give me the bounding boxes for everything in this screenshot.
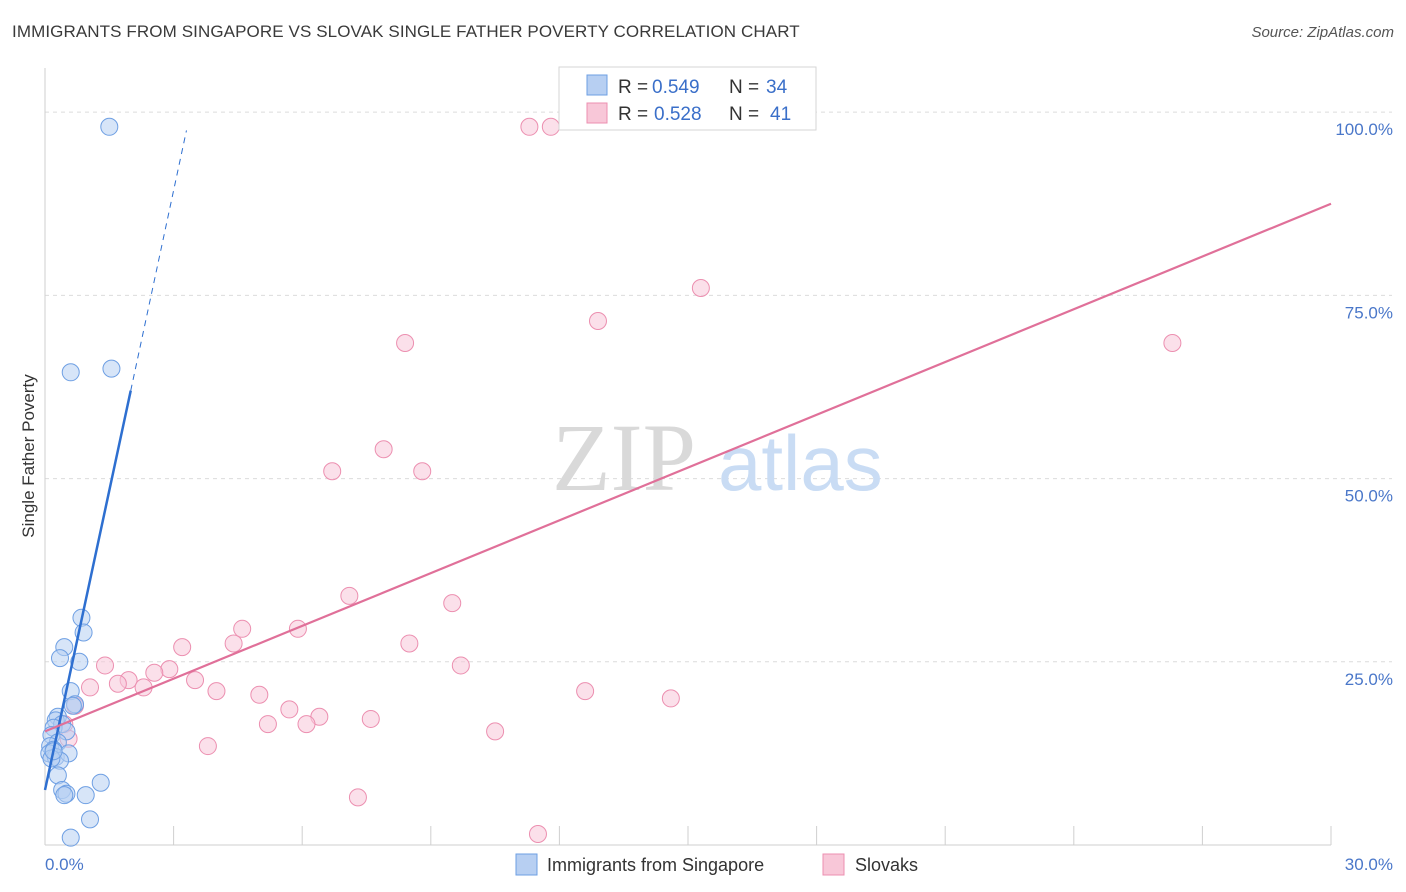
point-singapore-10 xyxy=(63,696,82,715)
y-tick-label-2: 75.0% xyxy=(1345,303,1393,322)
point-slovaks-28 xyxy=(661,689,680,708)
grid-lines xyxy=(45,111,1392,663)
trend-lines xyxy=(43,130,1332,791)
y-tick-labels: 25.0% 50.0% 75.0% 100.0% xyxy=(1335,120,1393,689)
point-slovaks-35 xyxy=(486,722,505,741)
point-slovaks-22 xyxy=(108,674,127,693)
trend-line-slovaks xyxy=(44,202,1332,733)
legend-r-label-1: R = xyxy=(618,77,648,98)
bottom-legend-swatch-blue xyxy=(515,853,538,876)
point-slovaks-10 xyxy=(443,594,462,613)
point-singapore-2 xyxy=(102,359,121,378)
chart-title: IMMIGRANTS FROM SINGAPORE VS SLOVAK SING… xyxy=(12,22,800,41)
point-slovaks-14 xyxy=(173,638,192,657)
legend-n-label-1: N = xyxy=(729,77,759,98)
watermark-atlas: atlas xyxy=(718,419,883,507)
point-slovaks-25 xyxy=(207,682,226,701)
point-slovaks-21 xyxy=(186,671,205,690)
y-axis-label: Single Father Poverty xyxy=(19,374,38,538)
y-tick-label-3: 100.0% xyxy=(1335,120,1393,139)
point-singapore-29 xyxy=(55,786,74,805)
y-tick-label-1: 50.0% xyxy=(1345,487,1393,506)
point-slovaks-34 xyxy=(297,715,316,734)
point-singapore-6 xyxy=(51,649,70,668)
point-slovaks-8 xyxy=(413,462,432,481)
legend-swatch-pink xyxy=(586,102,608,124)
bottom-legend: Immigrants from Singapore Slovaks xyxy=(515,853,918,876)
point-slovaks-4 xyxy=(396,333,415,352)
legend-r-value-1: 0.549 xyxy=(652,77,700,98)
point-slovaks-24 xyxy=(81,678,100,697)
point-slovaks-32 xyxy=(361,709,380,728)
point-slovaks-13 xyxy=(224,634,243,653)
bottom-legend-label-singapore: Immigrants from Singapore xyxy=(547,855,764,875)
point-slovaks-2 xyxy=(691,279,710,298)
legend-swatch-blue xyxy=(586,74,608,96)
point-slovaks-38 xyxy=(348,788,367,807)
point-slovaks-33 xyxy=(258,715,277,734)
legend-n-label-2: N = xyxy=(729,104,759,125)
legend-box: R = 0.549 N = 34 R = 0.528 N = 41 xyxy=(558,66,817,131)
bottom-legend-swatch-pink xyxy=(822,853,845,876)
legend-r-label-2: R = xyxy=(618,104,648,125)
point-slovaks-39 xyxy=(528,825,547,844)
point-slovaks-0 xyxy=(520,117,539,136)
y-tick-label-0: 25.0% xyxy=(1345,670,1393,689)
point-singapore-1 xyxy=(61,363,80,382)
point-slovaks-17 xyxy=(451,656,470,675)
series-singapore-points xyxy=(40,117,121,847)
point-slovaks-15 xyxy=(400,634,419,653)
trend-line-singapore xyxy=(43,390,132,791)
bottom-legend-label-slovaks: Slovaks xyxy=(855,855,918,875)
x-tick-label-1: 30.0% xyxy=(1345,855,1393,874)
legend-r-value-2: 0.528 xyxy=(654,104,702,125)
point-slovaks-18 xyxy=(160,660,179,679)
point-slovaks-37 xyxy=(198,737,217,756)
point-slovaks-1 xyxy=(541,117,560,136)
point-singapore-7 xyxy=(70,652,89,671)
point-slovaks-19 xyxy=(145,663,164,682)
legend-n-value-2: 41 xyxy=(770,104,791,125)
axes xyxy=(44,68,1332,846)
source-credit: Source: ZipAtlas.com xyxy=(1251,24,1394,41)
point-slovaks-11 xyxy=(233,619,252,638)
point-slovaks-9 xyxy=(340,586,359,605)
point-singapore-31 xyxy=(81,810,100,829)
point-slovaks-30 xyxy=(280,700,299,719)
point-slovaks-3 xyxy=(588,311,607,330)
point-slovaks-27 xyxy=(250,685,269,704)
point-slovaks-26 xyxy=(576,682,595,701)
point-slovaks-6 xyxy=(374,440,393,459)
x-tick-labels: 0.0% 30.0% xyxy=(45,855,1393,874)
point-singapore-30 xyxy=(76,786,95,805)
point-slovaks-16 xyxy=(96,656,115,675)
point-singapore-26 xyxy=(91,773,110,792)
point-singapore-32 xyxy=(61,828,80,847)
point-slovaks-7 xyxy=(323,462,342,481)
point-slovaks-5 xyxy=(1163,333,1182,352)
legend-n-value-1: 34 xyxy=(766,77,788,98)
watermark: ZIP atlas xyxy=(552,404,883,511)
point-singapore-0 xyxy=(100,117,119,136)
trend-line-singapore-extension xyxy=(130,130,187,391)
x-tick-label-0: 0.0% xyxy=(45,855,84,874)
